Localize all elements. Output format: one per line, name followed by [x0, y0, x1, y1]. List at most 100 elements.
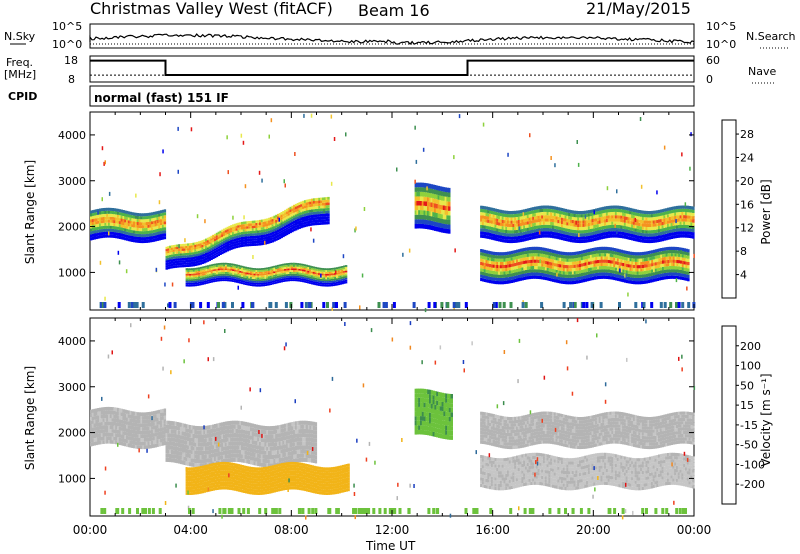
echo-cell	[523, 231, 526, 235]
echo-cell	[512, 256, 515, 261]
echo-cell	[604, 272, 607, 276]
echo-cell	[650, 210, 654, 215]
echo-cell	[528, 256, 532, 260]
echo-cell	[294, 272, 298, 274]
scatter-echo	[482, 122, 485, 127]
echo-cell	[523, 235, 526, 239]
echo-cell	[561, 217, 564, 221]
echo-cell	[653, 272, 656, 276]
echo-cell	[534, 262, 537, 266]
echo-cell	[512, 220, 515, 224]
echo-cell	[323, 211, 327, 214]
echo-cell	[262, 234, 265, 238]
echo-cell	[194, 263, 197, 266]
echo-cell	[499, 265, 503, 269]
echo-cell	[543, 250, 546, 255]
echo-cell	[526, 263, 530, 267]
echo-cell	[550, 228, 553, 232]
echo-cell	[593, 257, 596, 261]
echo-cell	[203, 277, 206, 279]
echo-cell	[616, 248, 620, 252]
echo-cell	[616, 277, 620, 281]
echo-cell	[512, 214, 515, 218]
echo-cell	[611, 250, 614, 254]
echo-cell	[212, 249, 215, 252]
echo-cell	[553, 272, 557, 276]
echo-cell	[642, 277, 645, 281]
echo-cell	[332, 277, 335, 279]
echo-cell	[337, 283, 341, 286]
echo-cell	[291, 216, 294, 219]
echo-cell	[606, 256, 609, 260]
echo-cell	[158, 219, 161, 223]
echo-cell	[519, 235, 522, 239]
echo-cell	[255, 282, 258, 285]
echo-cell	[181, 260, 185, 263]
echo-cell	[645, 233, 648, 237]
echo-cell	[645, 230, 648, 234]
echo-cell	[124, 213, 127, 217]
echo-cell	[638, 216, 641, 220]
echo-cell	[566, 274, 569, 278]
echo-cell	[676, 225, 679, 229]
echo-cell	[577, 239, 580, 243]
echo-cell	[444, 201, 447, 206]
echo-cell	[312, 198, 316, 201]
echo-cell	[339, 281, 342, 283]
echo-cell	[232, 276, 235, 279]
echo-cell	[625, 260, 629, 264]
echo-cell	[163, 218, 167, 222]
echo-cell	[268, 268, 271, 271]
echo-cell	[291, 229, 294, 233]
echo-cell	[480, 215, 483, 219]
echo-cell	[323, 200, 327, 203]
echo-cell	[284, 272, 287, 275]
echo-cell	[196, 249, 199, 252]
echo-cell	[303, 224, 307, 228]
echo-cell	[614, 205, 618, 209]
echo-cell	[661, 234, 664, 238]
echo-cell	[489, 270, 492, 274]
echo-cell	[595, 211, 598, 215]
echo-cell	[631, 214, 634, 218]
echo-cell	[178, 248, 181, 252]
echo-cell	[530, 266, 533, 270]
echo-cell	[339, 268, 342, 271]
echo-cell	[676, 228, 679, 232]
echo-cell	[332, 273, 335, 276]
echo-cell	[620, 228, 623, 232]
echo-cell	[562, 227, 566, 231]
echo-cell	[120, 233, 123, 237]
echo-cell	[598, 233, 602, 237]
scatter-echo	[101, 197, 103, 202]
echo-cell	[631, 267, 634, 272]
echo-cell	[481, 255, 485, 259]
echo-cell	[559, 277, 562, 281]
echo-cell	[133, 218, 136, 222]
echo-cell	[613, 270, 616, 274]
echo-cell	[185, 255, 188, 258]
echo-cell	[587, 235, 591, 239]
echo-cell	[242, 271, 246, 274]
echo-cell	[586, 271, 589, 275]
echo-cell	[293, 207, 296, 210]
echo-cell	[174, 260, 177, 264]
echo-cell	[485, 209, 488, 213]
echo-cell	[325, 213, 328, 217]
echo-cell	[257, 273, 260, 276]
echo-cell	[435, 217, 439, 223]
echo-cell	[191, 281, 194, 283]
echo-cell	[568, 213, 571, 217]
echo-cell	[624, 250, 627, 254]
echo-cell	[282, 278, 285, 281]
echo-cell	[418, 182, 421, 188]
echo-cell	[622, 272, 625, 276]
echo-cell	[136, 213, 140, 216]
echo-cell	[528, 208, 531, 212]
echo-cell	[90, 228, 93, 232]
echo-cell	[632, 212, 636, 216]
echo-cell	[580, 223, 584, 227]
echo-cell	[194, 280, 197, 283]
echo-cell	[553, 222, 557, 226]
echo-cell	[638, 213, 641, 217]
